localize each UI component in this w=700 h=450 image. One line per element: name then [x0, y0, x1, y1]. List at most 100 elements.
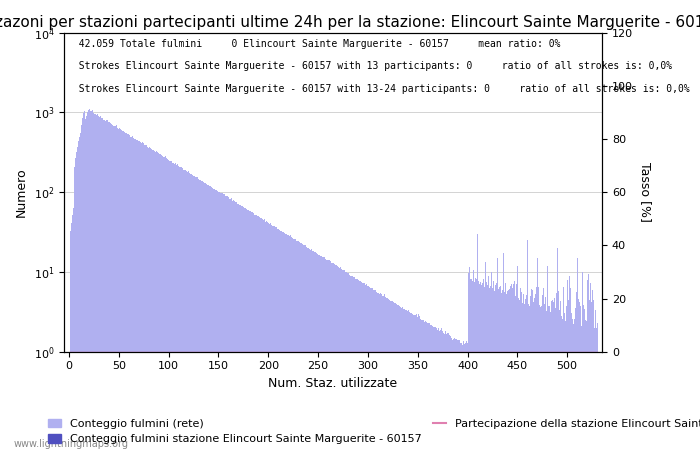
Bar	[111, 124, 113, 450]
Bar	[275, 227, 276, 450]
Bar	[151, 149, 153, 450]
Bar	[549, 306, 550, 450]
Bar	[217, 191, 218, 450]
Bar	[301, 243, 302, 450]
Bar	[240, 205, 241, 450]
Bar	[443, 333, 444, 450]
Bar	[568, 276, 570, 450]
Bar	[198, 179, 199, 450]
Bar	[204, 183, 205, 450]
Bar	[192, 175, 193, 450]
Bar	[370, 288, 372, 450]
Bar	[337, 266, 339, 450]
Bar	[582, 305, 584, 450]
Bar	[413, 315, 414, 450]
Bar	[420, 319, 421, 450]
Bar	[490, 286, 491, 450]
Bar	[146, 145, 147, 450]
Bar	[238, 204, 239, 450]
Bar	[230, 198, 231, 450]
Bar	[422, 320, 423, 450]
Bar	[234, 201, 235, 450]
Bar	[596, 323, 598, 450]
Bar	[454, 338, 455, 450]
Bar	[580, 325, 582, 450]
Bar	[522, 302, 523, 450]
Text: www.lightningmaps.org: www.lightningmaps.org	[14, 439, 129, 449]
Bar	[308, 248, 309, 450]
Bar	[71, 215, 73, 450]
Bar	[280, 230, 281, 450]
Bar	[125, 133, 126, 450]
Bar	[76, 147, 78, 450]
Bar	[377, 292, 379, 450]
Bar	[594, 310, 596, 450]
Bar	[434, 327, 435, 450]
Bar	[523, 294, 524, 450]
Bar	[219, 192, 220, 450]
Bar	[160, 154, 161, 450]
Bar	[402, 307, 403, 450]
Bar	[107, 120, 108, 450]
Bar	[161, 155, 162, 450]
Bar	[464, 344, 465, 450]
Bar	[325, 259, 326, 450]
Bar	[457, 340, 458, 450]
Bar	[244, 208, 245, 450]
Bar	[339, 268, 340, 450]
Bar	[535, 294, 536, 450]
Bar	[527, 240, 528, 450]
Bar	[500, 286, 501, 450]
Bar	[191, 174, 192, 450]
Bar	[384, 294, 386, 450]
Bar	[236, 202, 237, 450]
Bar	[498, 289, 499, 450]
Bar	[509, 289, 510, 450]
Bar	[262, 220, 264, 450]
Bar	[525, 299, 526, 450]
Bar	[368, 286, 370, 450]
Bar	[427, 323, 428, 450]
Bar	[392, 301, 393, 450]
Bar	[540, 307, 541, 450]
Bar	[382, 296, 384, 450]
Bar	[282, 232, 283, 450]
Bar	[196, 177, 197, 450]
Bar	[485, 262, 486, 450]
Bar	[533, 302, 534, 450]
Bar	[273, 226, 274, 450]
Bar	[375, 290, 377, 450]
Bar	[247, 210, 248, 450]
Bar	[163, 157, 164, 450]
Bar	[521, 292, 522, 450]
Bar	[545, 297, 546, 450]
Bar	[516, 284, 517, 450]
Bar	[81, 118, 83, 450]
Bar	[482, 284, 483, 450]
Bar	[188, 171, 189, 450]
Bar	[366, 284, 368, 450]
Bar	[499, 287, 500, 450]
Bar	[546, 311, 547, 450]
Bar	[584, 320, 586, 450]
Partecipazione della stazione Elincourt Sainte Marguerite - 60157 %	[402, 349, 410, 355]
Bar	[560, 301, 561, 450]
Bar	[330, 263, 332, 450]
Bar	[327, 260, 328, 450]
Bar	[573, 319, 575, 450]
Bar	[396, 304, 398, 450]
Bar	[176, 165, 177, 450]
Bar	[197, 177, 198, 450]
Bar	[104, 120, 106, 450]
Bar	[297, 241, 298, 450]
Bar	[121, 130, 122, 450]
Bar	[162, 156, 163, 450]
Bar	[149, 148, 150, 450]
Bar	[222, 194, 223, 450]
Bar	[268, 223, 269, 450]
Bar	[351, 276, 353, 450]
Bar	[559, 310, 560, 450]
Bar	[456, 339, 457, 450]
Bar	[455, 339, 456, 450]
Bar	[116, 125, 118, 450]
